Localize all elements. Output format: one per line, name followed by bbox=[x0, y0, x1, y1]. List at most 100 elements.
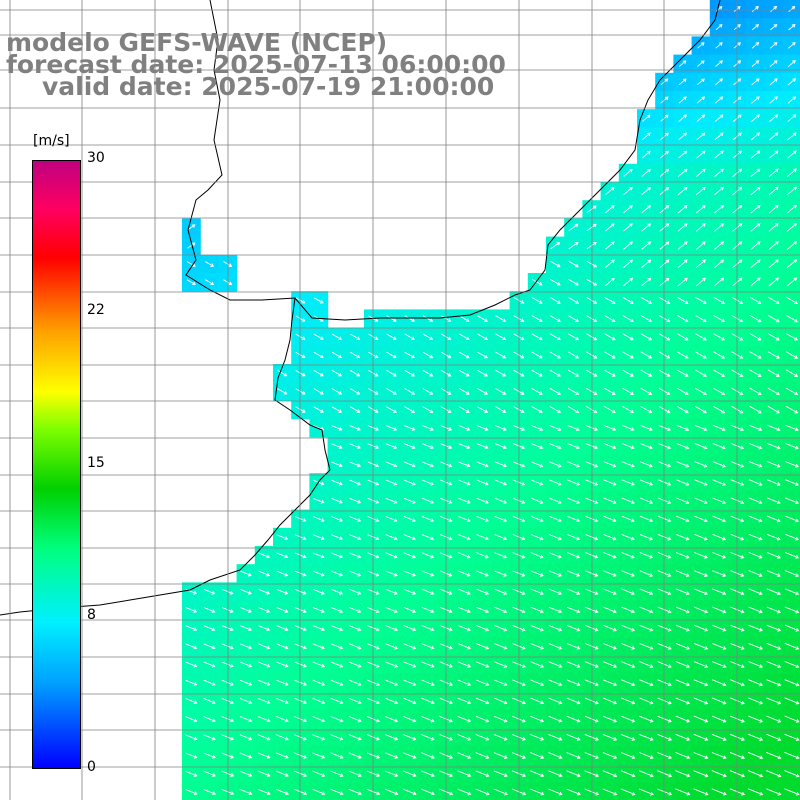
wind-arrow bbox=[404, 333, 415, 340]
wind-arrow-head bbox=[576, 591, 581, 595]
wind-arrow-head bbox=[777, 536, 781, 541]
wind-arrow-head bbox=[357, 427, 361, 431]
wind-arrow-head bbox=[411, 463, 416, 468]
wind-arrow-head bbox=[667, 609, 672, 614]
wind-arrow-head bbox=[665, 132, 669, 137]
wind-arrow-head bbox=[521, 427, 526, 431]
wind-arrow-head bbox=[211, 590, 216, 595]
coastline bbox=[0, 0, 721, 616]
wind-arrow bbox=[769, 42, 778, 49]
wind-arrow bbox=[584, 770, 599, 777]
wind-arrow bbox=[548, 606, 562, 613]
wind-arrow bbox=[785, 405, 798, 414]
wind-arrow-head bbox=[594, 664, 599, 668]
wind-arrow-head bbox=[629, 277, 634, 282]
wind-arrow-head bbox=[539, 463, 544, 468]
wind-arrow-head bbox=[320, 409, 324, 413]
wind-arrow bbox=[621, 715, 635, 723]
wind-arrow-head bbox=[777, 773, 782, 778]
wind-arrow-head bbox=[757, 336, 762, 341]
wind-arrow bbox=[457, 606, 471, 613]
wind-arrow-head bbox=[702, 186, 706, 191]
wind-arrow-head bbox=[611, 277, 615, 282]
wind-arrow bbox=[786, 186, 797, 196]
wind-cell bbox=[782, 327, 800, 347]
wind-arrow-head bbox=[686, 737, 691, 741]
wind-arrow-head bbox=[430, 518, 435, 522]
wind-arrow bbox=[331, 516, 343, 522]
wind-arrow bbox=[693, 788, 708, 796]
wind-arrow-head bbox=[776, 409, 780, 414]
wind-arrow-head bbox=[773, 60, 778, 64]
wind-arrow bbox=[548, 661, 562, 668]
wind-arrow bbox=[458, 351, 470, 359]
wind-arrow bbox=[312, 516, 325, 522]
wind-arrow-head bbox=[612, 573, 617, 577]
wind-arrow-head bbox=[721, 355, 726, 359]
wind-arrow-head bbox=[648, 336, 653, 341]
wind-arrow bbox=[787, 60, 796, 68]
wind-arrow-head bbox=[631, 573, 635, 577]
wind-arrow bbox=[475, 697, 489, 704]
wind-arrow bbox=[714, 132, 724, 141]
wind-arrow bbox=[330, 770, 344, 777]
wind-arrow-head bbox=[667, 554, 672, 559]
wind-arrow bbox=[640, 369, 652, 377]
wind-arrow-head bbox=[777, 627, 782, 632]
wind-arrow bbox=[276, 679, 288, 686]
wind-arrow bbox=[567, 333, 579, 340]
wind-arrow bbox=[493, 788, 508, 795]
wind-arrow bbox=[676, 497, 689, 504]
wind-arrow-head bbox=[719, 96, 724, 101]
wind-arrow bbox=[586, 205, 597, 213]
wind-arrow-head bbox=[266, 645, 271, 650]
wind-arrow-head bbox=[447, 336, 452, 341]
wind-arrow-head bbox=[759, 719, 764, 723]
wind-arrow-head bbox=[302, 609, 307, 613]
wind-arrow-head bbox=[338, 391, 343, 395]
wind-arrow bbox=[567, 387, 579, 395]
wind-arrow-head bbox=[576, 645, 581, 650]
wind-arrow-head bbox=[576, 664, 581, 668]
wind-arrow-head bbox=[757, 355, 762, 359]
wind-arrow bbox=[421, 715, 435, 722]
wind-arrow-head bbox=[339, 755, 344, 759]
wind-arrow bbox=[677, 296, 688, 304]
wind-arrow-head bbox=[703, 355, 707, 359]
wind-arrow-head bbox=[448, 445, 453, 450]
wind-arrow bbox=[312, 552, 325, 558]
wind-arrow-head bbox=[522, 682, 526, 687]
wind-arrow bbox=[621, 443, 634, 449]
wind-arrow-head bbox=[647, 186, 652, 191]
wind-arrow-head bbox=[539, 481, 544, 486]
wind-arrow-head bbox=[284, 645, 289, 650]
wind-arrow-head bbox=[703, 518, 708, 523]
wind-arrow-head bbox=[792, 96, 797, 100]
wind-arrow-head bbox=[613, 700, 618, 705]
wind-arrow-head bbox=[649, 737, 654, 741]
wind-arrow bbox=[403, 715, 416, 722]
wind-arrow-head bbox=[393, 391, 397, 395]
wind-arrow-head bbox=[374, 318, 379, 322]
wind-arrow bbox=[312, 679, 325, 686]
wind-arrow-head bbox=[412, 572, 416, 577]
wind-arrow-head bbox=[558, 664, 563, 668]
wind-arrow bbox=[697, 60, 705, 67]
wind-arrow bbox=[330, 661, 343, 668]
wind-arrow-head bbox=[502, 373, 507, 377]
wind-arrow bbox=[639, 497, 653, 504]
wind-arrow bbox=[640, 333, 652, 341]
wind-arrow bbox=[714, 223, 724, 232]
wind-arrow-head bbox=[430, 463, 435, 468]
wind-arrow bbox=[476, 643, 489, 650]
wind-arrow-head bbox=[301, 372, 306, 377]
wind-arrow-head bbox=[722, 646, 727, 650]
wind-arrow-head bbox=[558, 737, 563, 741]
wind-arrow-head bbox=[740, 555, 745, 559]
wind-arrow-head bbox=[503, 609, 508, 614]
wind-arrow bbox=[767, 424, 780, 431]
wind-arrow bbox=[603, 515, 616, 522]
wind-arrow bbox=[751, 96, 760, 104]
wind-arrow-head bbox=[595, 755, 599, 760]
wind-arrow bbox=[711, 770, 727, 777]
